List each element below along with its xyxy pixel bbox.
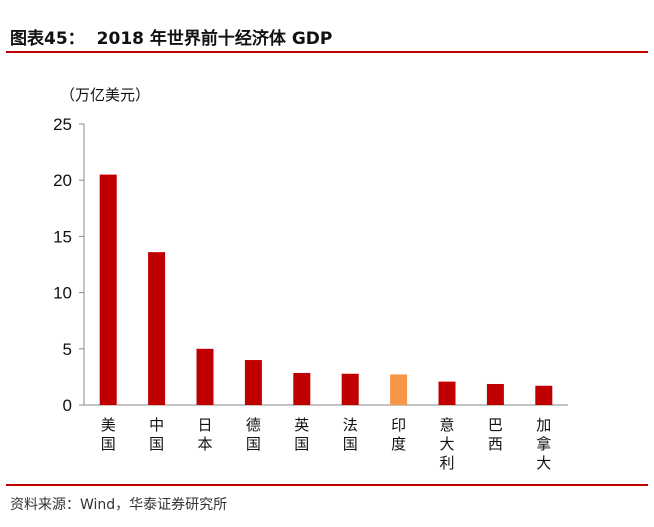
bar-7 — [438, 381, 456, 405]
bar-6 — [390, 374, 408, 405]
x-category-label: 英国 — [294, 416, 309, 453]
y-axis: 0 5 10 15 20 25 — [53, 115, 85, 415]
bar-5 — [341, 373, 359, 405]
x-category-label: 加拿大 — [536, 416, 551, 472]
bar-4 — [293, 372, 311, 405]
y-tick-label: 25 — [53, 115, 72, 134]
bar-8 — [486, 383, 504, 405]
x-category-label: 印度 — [391, 416, 406, 453]
source-note: 资料来源：Wind，华泰证券研究所 — [10, 497, 228, 513]
bar-series — [99, 174, 553, 405]
x-category-label: 意大利 — [439, 416, 454, 472]
figure-label: 图表45： — [10, 29, 85, 49]
bottom-divider — [6, 484, 648, 486]
bar-0 — [99, 174, 117, 405]
bar-9 — [535, 385, 553, 405]
top-divider — [6, 51, 648, 53]
x-category-label: 德国 — [246, 416, 261, 453]
y-tick-label: 20 — [53, 171, 72, 190]
y-tick-label: 15 — [53, 227, 72, 246]
x-category-label: 美国 — [101, 416, 116, 453]
bar-2 — [196, 348, 214, 405]
bar-1 — [148, 252, 166, 405]
y-tick-label: 10 — [53, 284, 72, 303]
y-tick-label: 0 — [63, 396, 72, 415]
x-category-label: 日本 — [197, 416, 212, 453]
y-tick-label: 5 — [63, 340, 72, 359]
figure-header: 图表45： 2018 年世界前十经济体 GDP — [10, 24, 332, 50]
x-category-label: 巴西 — [488, 416, 503, 453]
y-axis-unit-label: （万亿美元） — [60, 86, 151, 104]
chart-title: 2018 年世界前十经济体 GDP — [96, 29, 333, 49]
x-category-label: 中国 — [149, 416, 164, 453]
x-category-label: 法国 — [343, 416, 358, 453]
bar-3 — [244, 360, 262, 405]
